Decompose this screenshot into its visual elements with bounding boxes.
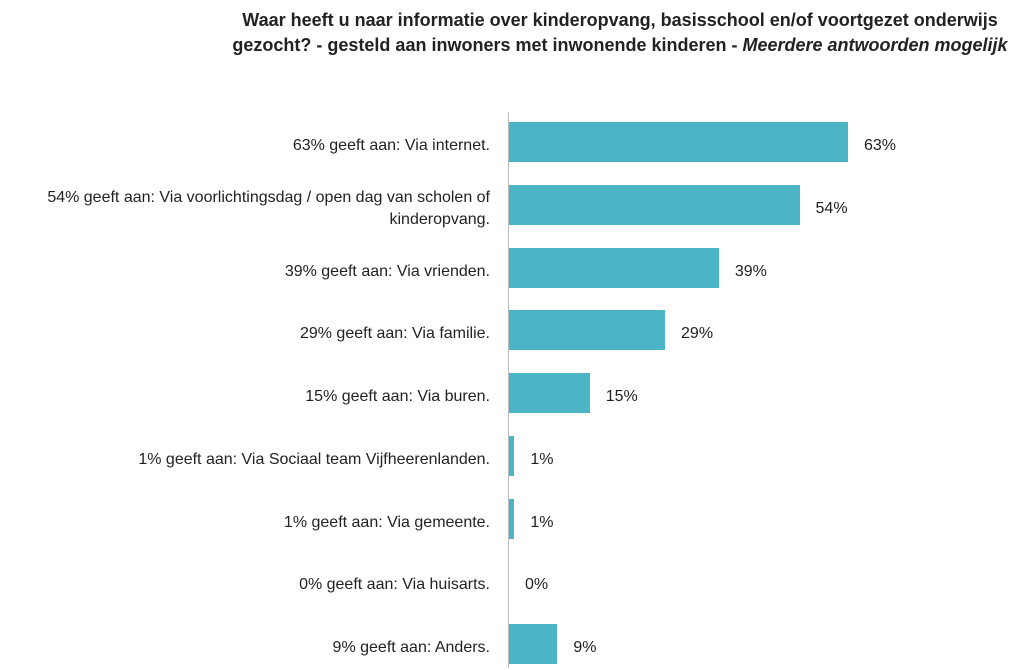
value-label: 29%: [681, 325, 714, 343]
category-label: 1% geeft aan: Via gemeente.: [283, 513, 490, 531]
category-label: 1% geeft aan: Via Sociaal team Vijfheere…: [138, 450, 490, 468]
value-label: 1%: [530, 513, 554, 531]
category-label: 9% geeft aan: Anders.: [332, 639, 490, 656]
category-label: 63% geeft aan: Via internet.: [292, 137, 490, 154]
value-label: 9%: [573, 639, 597, 656]
bar: [509, 184, 800, 225]
bar: [509, 310, 666, 351]
value-label: 15%: [605, 388, 638, 405]
category-label: 54% geeft aan: Via voorlichtingsdag / op…: [47, 188, 490, 228]
value-label: 1%: [530, 450, 554, 468]
chart-subtitle: Meerdere antwoorden mogelijk: [742, 35, 1008, 55]
category-label: 29% geeft aan: Via familie.: [299, 325, 490, 343]
category-label: 39% geeft aan: Via vrienden.: [284, 262, 490, 280]
chart-title-block: Waar heeft u naar informatie over kinder…: [225, 8, 1015, 58]
axis-line: [508, 112, 509, 668]
category-label: 15% geeft aan: Via buren.: [305, 388, 490, 405]
bar: [509, 122, 848, 162]
value-label: 39%: [734, 262, 767, 280]
value-label: 54%: [815, 199, 848, 217]
category-label: 0% geeft aan: Via huisarts.: [299, 576, 490, 594]
bar: [509, 435, 515, 476]
bar: [509, 498, 515, 539]
bar: [509, 624, 558, 664]
bar: [509, 373, 590, 413]
bar: [509, 247, 719, 288]
value-label: 0%: [525, 576, 549, 594]
chart-title: Waar heeft u naar informatie over kinder…: [232, 10, 998, 55]
value-label: 63%: [863, 137, 896, 154]
